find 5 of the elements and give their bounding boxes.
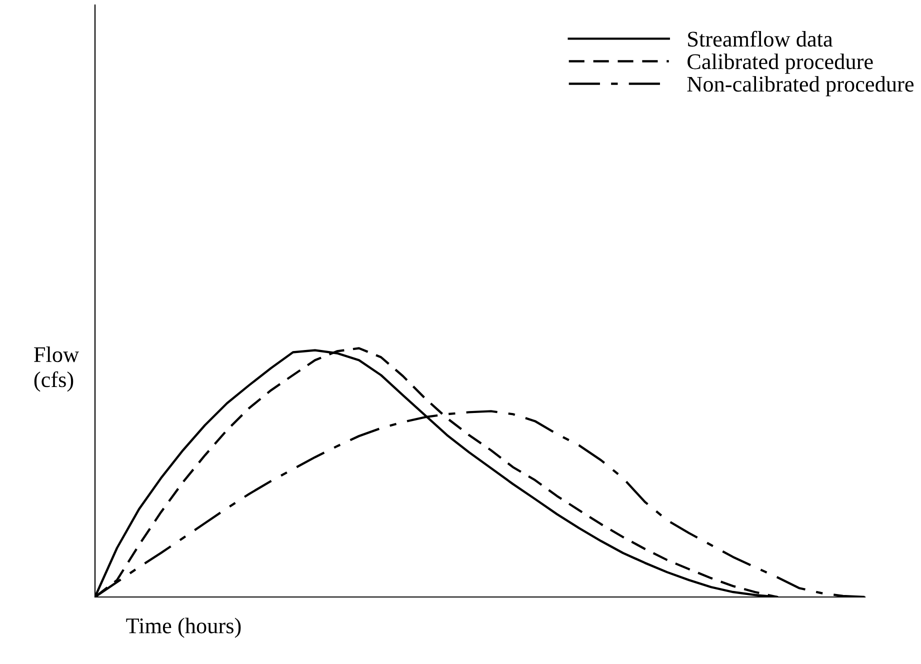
y-axis-title: Flow (cfs) bbox=[34, 346, 79, 392]
legend-label: Calibrated procedure bbox=[688, 54, 873, 74]
legend-label: Streamflow data bbox=[688, 30, 833, 47]
x-axis-title: Time (hours) bbox=[126, 618, 241, 638]
legend-label: Non-calibrated procedure bbox=[687, 76, 914, 96]
